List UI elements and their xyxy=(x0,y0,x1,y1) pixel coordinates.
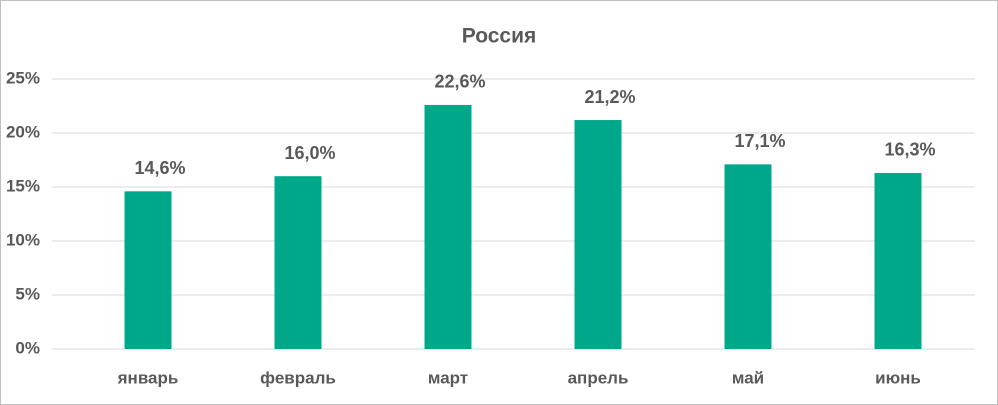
value-label: 22,6% xyxy=(434,72,485,92)
y-tick-label: 15% xyxy=(6,176,40,195)
x-tick-label: март xyxy=(428,368,468,387)
y-tick-label: 25% xyxy=(6,68,40,87)
value-label: 17,1% xyxy=(734,131,785,151)
bar xyxy=(124,191,172,349)
chart-title: Россия xyxy=(462,25,537,48)
value-label: 16,3% xyxy=(884,140,935,160)
bar xyxy=(874,172,922,349)
x-tick-label: май xyxy=(732,368,764,387)
y-tick-label: 20% xyxy=(6,122,40,141)
bar xyxy=(724,164,772,349)
x-tick-label: июнь xyxy=(875,368,921,387)
value-label: 14,6% xyxy=(134,158,185,178)
y-tick-label: 0% xyxy=(15,338,40,357)
x-tick-label: февраль xyxy=(260,368,336,387)
x-tick-label: январь xyxy=(117,368,179,387)
value-label: 16,0% xyxy=(284,143,335,163)
bar xyxy=(574,120,622,349)
y-tick-label: 10% xyxy=(6,230,40,249)
y-tick-label: 5% xyxy=(15,284,40,303)
bar xyxy=(274,176,322,349)
bar xyxy=(424,104,472,349)
x-tick-label: апрель xyxy=(568,368,629,387)
value-label: 21,2% xyxy=(584,87,635,107)
